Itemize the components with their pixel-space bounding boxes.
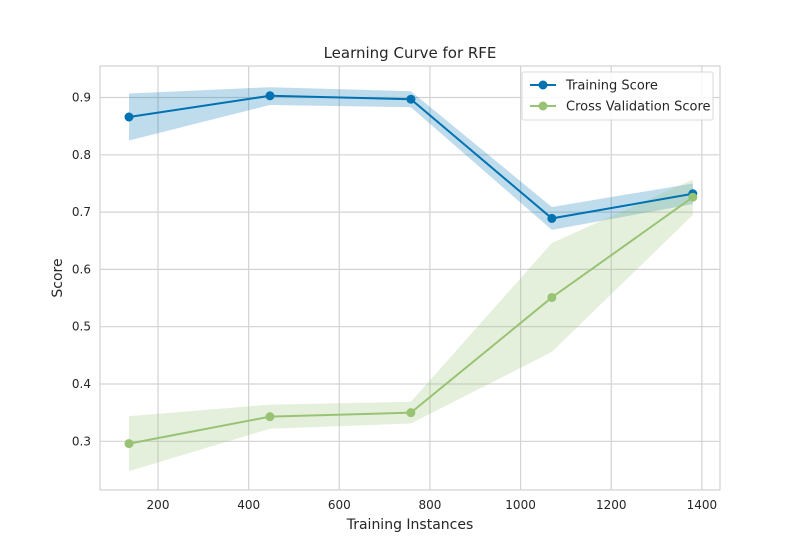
y-tick-label: 0.6 xyxy=(72,262,91,276)
legend-box xyxy=(521,71,714,121)
x-tick-label: 1400 xyxy=(687,498,718,512)
y-axis-label: Score xyxy=(50,258,66,297)
confidence-band-1 xyxy=(129,179,693,472)
x-tick-labels: 200 400 600 800 1000 1200 1400 xyxy=(147,498,718,512)
data-point xyxy=(406,94,416,104)
series-points xyxy=(124,91,698,449)
chart-title: Learning Curve for RFE xyxy=(324,44,497,62)
data-point xyxy=(124,112,134,122)
data-point xyxy=(265,91,275,101)
x-tick-label: 800 xyxy=(418,498,441,512)
data-point xyxy=(547,292,557,302)
data-point xyxy=(406,408,416,418)
x-tick-label: 600 xyxy=(328,498,351,512)
confidence-bands xyxy=(129,87,693,472)
x-tick-label: 1000 xyxy=(505,498,536,512)
confidence-band-0 xyxy=(129,87,693,230)
legend-entry: Training Score xyxy=(565,79,658,94)
data-point xyxy=(547,213,557,223)
y-tick-label: 0.8 xyxy=(72,148,91,162)
grid xyxy=(100,66,720,490)
legend: Training Score Cross Validation Score xyxy=(521,71,714,121)
y-tick-label: 0.3 xyxy=(72,434,91,448)
x-axis-label: Training Instances xyxy=(346,517,474,533)
data-point xyxy=(124,439,134,449)
legend-marker xyxy=(538,101,548,111)
x-tick-label: 200 xyxy=(147,498,170,512)
data-point xyxy=(688,192,698,202)
legend-marker xyxy=(538,80,548,90)
y-tick-labels: 0.3 0.4 0.5 0.6 0.7 0.8 0.9 xyxy=(72,91,91,449)
legend-entry: Cross Validation Score xyxy=(566,100,711,115)
data-point xyxy=(265,412,275,422)
x-tick-label: 400 xyxy=(237,498,260,512)
y-tick-label: 0.4 xyxy=(72,377,91,391)
x-tick-label: 1200 xyxy=(596,498,627,512)
plot-area xyxy=(99,65,721,491)
y-tick-label: 0.5 xyxy=(72,320,91,334)
y-tick-label: 0.9 xyxy=(72,91,91,105)
y-tick-label: 0.7 xyxy=(72,205,91,219)
